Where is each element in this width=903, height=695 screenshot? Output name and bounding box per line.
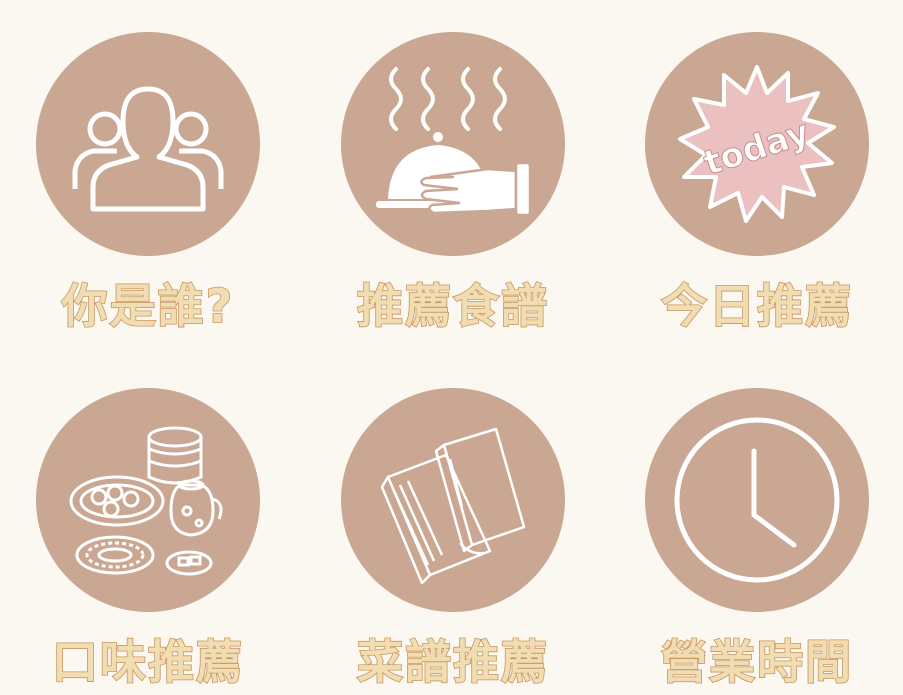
menu-item-label: 今日推薦 <box>660 278 853 334</box>
icon-circle <box>36 32 260 256</box>
icon-circle <box>341 32 565 256</box>
menu-item-label: 推薦食譜 <box>356 278 549 334</box>
clock-icon <box>674 417 840 583</box>
serving-cloche-icon <box>376 67 532 217</box>
menu-item-taste-recommended[interactable]: 口味推薦 <box>28 388 268 690</box>
menu-item-cookbook-recommended[interactable]: 菜譜推薦 <box>333 388 573 690</box>
menu-item-business-hours[interactable]: 營業時間 <box>637 388 877 690</box>
today-badge-icon: today <box>678 65 836 223</box>
menu-item-label: 你是誰? <box>61 278 235 334</box>
menu-item-today-recommended[interactable]: today 今日推薦 <box>637 32 877 334</box>
dishes-food-icon <box>69 426 223 576</box>
people-group-icon <box>72 86 224 212</box>
menu-item-label: 菜譜推薦 <box>356 634 549 690</box>
menu-item-label: 營業時間 <box>660 634 853 690</box>
icon-circle <box>36 388 260 612</box>
menu-item-who-are-you[interactable]: 你是誰? <box>28 32 268 334</box>
icon-circle: today <box>645 32 869 256</box>
icon-circle <box>341 388 565 612</box>
books-icon <box>380 427 526 585</box>
icon-circle <box>645 388 869 612</box>
menu-item-recommended-recipes[interactable]: 推薦食譜 <box>333 32 573 334</box>
menu-item-label: 口味推薦 <box>51 634 244 690</box>
